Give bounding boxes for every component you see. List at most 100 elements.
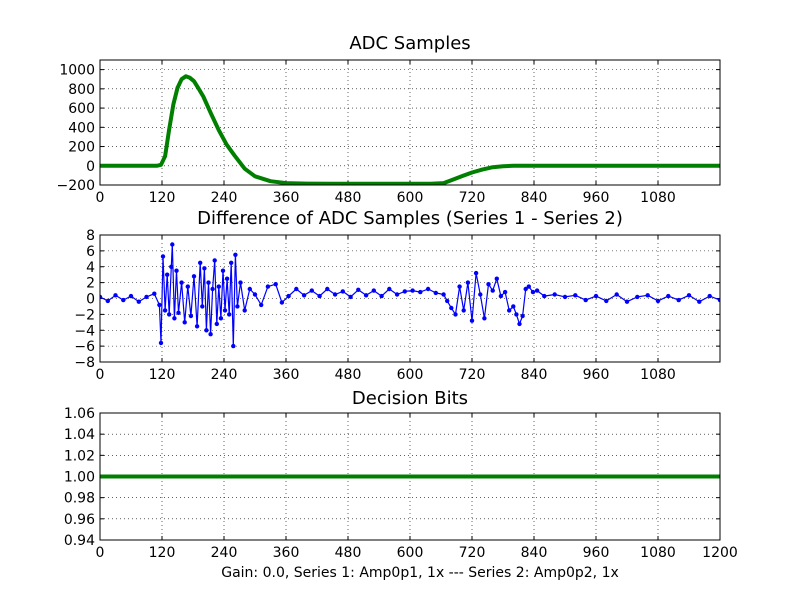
y-tick-label: 200 (68, 140, 95, 156)
y-tick-label: 800 (68, 82, 95, 98)
data-point (614, 292, 619, 297)
data-point (202, 266, 207, 271)
subplot-title: Difference of ADC Samples (Series 1 - Se… (197, 208, 623, 229)
data-point (655, 298, 661, 304)
data-point (686, 293, 692, 298)
subplot-title: ADC Samples (349, 33, 470, 54)
data-point (144, 294, 149, 300)
y-tick-label: 1000 (59, 63, 95, 79)
y-tick-label: 600 (68, 101, 95, 117)
data-point (247, 286, 252, 292)
x-tick-label: 480 (335, 545, 362, 561)
data-point (624, 299, 630, 304)
data-point (198, 260, 203, 265)
data-point (425, 286, 431, 292)
x-tick-label: 120 (149, 190, 176, 206)
data-point (259, 302, 264, 308)
data-point (216, 284, 221, 289)
x-tick-label: 600 (397, 190, 424, 206)
data-point (191, 274, 197, 279)
data-point (511, 304, 516, 309)
data-point (520, 313, 525, 319)
x-tick-label: 360 (273, 367, 300, 383)
series-line-1 (100, 74, 720, 185)
data-point (309, 288, 314, 293)
subplot-1: 0 120 240 360 480 600 720 840 960 1080−2000200400… (57, 33, 721, 206)
data-point (498, 293, 504, 299)
x-tick-label: 720 (459, 367, 486, 383)
data-point (332, 292, 338, 297)
data-point (238, 280, 243, 285)
data-point (242, 308, 247, 313)
data-point (218, 316, 224, 321)
data-point (252, 292, 258, 297)
data-point (100, 294, 103, 300)
data-point (206, 280, 211, 285)
data-point (402, 289, 407, 294)
data-point (214, 321, 219, 327)
data-point (469, 318, 475, 323)
data-point (583, 297, 588, 303)
data-point (449, 305, 454, 311)
data-point (182, 320, 187, 325)
x-tick-label: 840 (521, 367, 548, 383)
x-tick-label: 720 (459, 190, 486, 206)
data-point (185, 284, 190, 289)
subplot-2: 0 120 240 360 480 600 720 840 960 1080−8−6−4−2024… (74, 208, 721, 383)
data-point (666, 293, 671, 299)
subplot-3: 0 120 240 360 480 600 720 840 960 1080 1200 0.94 0.9… (64, 388, 738, 581)
data-point (494, 276, 499, 281)
data-point (208, 332, 213, 337)
data-point (128, 293, 134, 299)
data-point (188, 313, 194, 319)
x-tick-label: 0 (96, 367, 105, 383)
axes-frame (99, 412, 721, 541)
data-point (160, 254, 166, 259)
axes-frame (99, 59, 721, 186)
data-point (441, 292, 446, 297)
x-tick-label: 480 (335, 190, 362, 206)
data-point (371, 288, 376, 293)
data-point (514, 312, 519, 317)
data-point (286, 293, 291, 299)
x-tick-label: 1200 (702, 545, 738, 561)
data-point (227, 312, 232, 317)
y-tick-label: −8 (74, 355, 95, 371)
data-point (194, 324, 200, 329)
data-point (593, 293, 599, 299)
data-point (210, 286, 215, 292)
data-point (473, 270, 479, 276)
data-point (573, 293, 578, 298)
data-point (348, 294, 353, 300)
data-point (635, 294, 640, 300)
data-point (363, 293, 369, 298)
x-tick-label: 240 (211, 367, 238, 383)
data-point (418, 289, 423, 295)
data-point (410, 288, 415, 293)
x-tick-label: 480 (335, 367, 362, 383)
data-point (301, 293, 307, 298)
data-point (317, 293, 322, 299)
data-point (162, 308, 168, 313)
x-tick-label: 960 (583, 367, 610, 383)
data-point (172, 316, 177, 321)
data-point (676, 297, 681, 303)
y-tick-label: 400 (68, 120, 95, 136)
subplot-title: Decision Bits (352, 388, 468, 409)
y-tick-label: 8 (86, 228, 95, 244)
x-tick-label: 1080 (640, 367, 676, 383)
data-point (478, 292, 483, 297)
x-tick-label: 360 (273, 190, 300, 206)
x-tick-label: 840 (521, 190, 548, 206)
data-point (273, 282, 278, 287)
y-tick-label: −200 (57, 178, 95, 194)
data-point (158, 340, 164, 346)
data-point (200, 304, 205, 309)
x-tick-label: 600 (397, 367, 424, 383)
data-point (356, 287, 361, 292)
data-point (294, 286, 299, 292)
y-tick-label: 1.06 (64, 406, 95, 422)
data-point (387, 286, 392, 292)
data-point (530, 289, 536, 295)
